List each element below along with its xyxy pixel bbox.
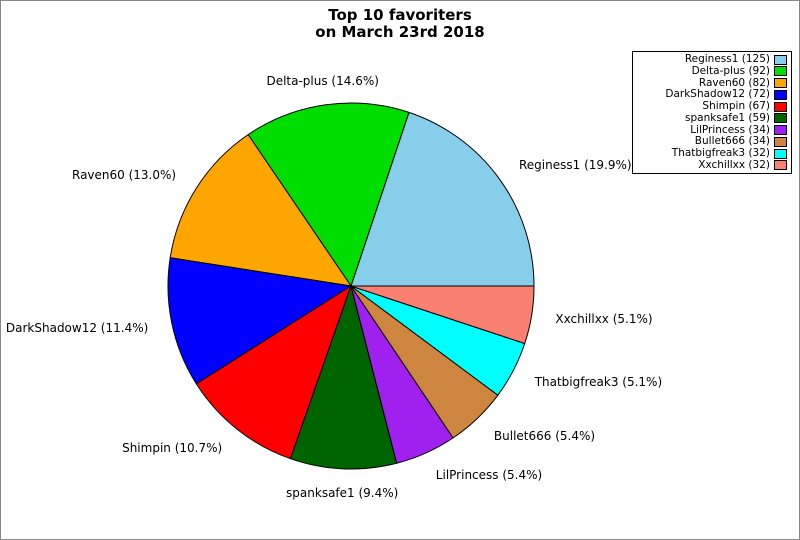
chart-title-line2: on March 23rd 2018 bbox=[315, 23, 485, 41]
chart-title-line1: Top 10 favoriters bbox=[328, 6, 472, 24]
legend-color-swatch bbox=[774, 113, 787, 124]
legend-item-reginess1: Reginess1 (125) bbox=[635, 54, 787, 65]
legend-item-label: Reginess1 (125) bbox=[684, 53, 770, 65]
legend-item-label: Delta-plus (92) bbox=[691, 64, 770, 77]
legend-item-label: DarkShadow12 (72) bbox=[665, 88, 770, 101]
pie-slice-xxchillxx bbox=[350, 285, 535, 345]
legend-item-bullet666: Bullet666 (34) bbox=[635, 136, 787, 147]
slice-label-thatbigfreak3: Thatbigfreak3 (5.1%) bbox=[534, 374, 663, 389]
slice-label-xxchillxx: Xxchillxx (5.1%) bbox=[555, 311, 653, 326]
slice-label-delta-plus: Delta-plus (14.6%) bbox=[266, 73, 379, 88]
chart-title: Top 10 favoriters on March 23rd 2018 bbox=[1, 7, 799, 41]
pie-slice-delta-plus bbox=[247, 102, 410, 287]
legend-item-label: Shimpin (67) bbox=[702, 100, 770, 113]
slice-label-lilprincess: LilPrincess (5.4%) bbox=[435, 467, 543, 482]
slice-label-bullet666: Bullet666 (5.4%) bbox=[493, 428, 596, 443]
legend: Reginess1 (125) Delta-plus (92) Raven60 (8… bbox=[632, 51, 792, 174]
legend-color-swatch bbox=[774, 136, 787, 147]
legend-item-label: Bullet666 (34) bbox=[694, 135, 770, 148]
legend-item-spanksafe1: spanksafe1 (59) bbox=[635, 111, 787, 124]
pie-slice-darkshadow12 bbox=[167, 257, 352, 385]
legend-item-label: Raven60 (82) bbox=[698, 76, 770, 89]
legend-item-label: spanksafe1 (59) bbox=[685, 111, 770, 124]
legend-item-raven60: Raven60 (82) bbox=[635, 76, 787, 89]
legend-item-shimpin: Shimpin (67) bbox=[635, 101, 787, 112]
slice-label-darkshadow12: DarkShadow12 (11.4%) bbox=[5, 321, 149, 336]
pie-slice-raven60 bbox=[169, 134, 352, 287]
legend-item-label: Thatbigfreak3 (32) bbox=[671, 147, 770, 160]
slice-label-spanksafe1: spanksafe1 (9.4%) bbox=[286, 485, 399, 500]
legend-color-swatch bbox=[774, 66, 787, 77]
legend-item-delta-plus: Delta-plus (92) bbox=[635, 64, 787, 77]
pie-slice-spanksafe1 bbox=[289, 285, 398, 470]
slice-label-shimpin: Shimpin (10.7%) bbox=[122, 441, 223, 455]
legend-color-swatch bbox=[774, 125, 787, 136]
legend-color-swatch bbox=[774, 78, 787, 89]
legend-item-lilprincess: LilPrincess (34) bbox=[635, 123, 787, 136]
legend-item-darkshadow12: DarkShadow12 (72) bbox=[635, 89, 787, 100]
legend-color-swatch bbox=[774, 54, 787, 65]
pie-slice-shimpin bbox=[195, 285, 352, 460]
legend-color-swatch bbox=[774, 101, 787, 112]
legend-item-thatbigfreak3: Thatbigfreak3 (32) bbox=[635, 148, 787, 159]
legend-item-xxchillxx: Xxchillxx (32) bbox=[635, 158, 787, 171]
legend-color-swatch bbox=[774, 160, 787, 171]
slice-label-reginess1: Reginess1 (19.9%) bbox=[519, 158, 632, 172]
pie-slice-reginess1 bbox=[350, 111, 535, 287]
legend-color-swatch bbox=[774, 89, 787, 100]
legend-item-label: LilPrincess (34) bbox=[690, 123, 770, 136]
legend-item-label: Xxchillxx (32) bbox=[698, 158, 770, 171]
slice-label-raven60: Raven60 (13.0%) bbox=[72, 168, 177, 183]
legend-color-swatch bbox=[774, 148, 787, 159]
